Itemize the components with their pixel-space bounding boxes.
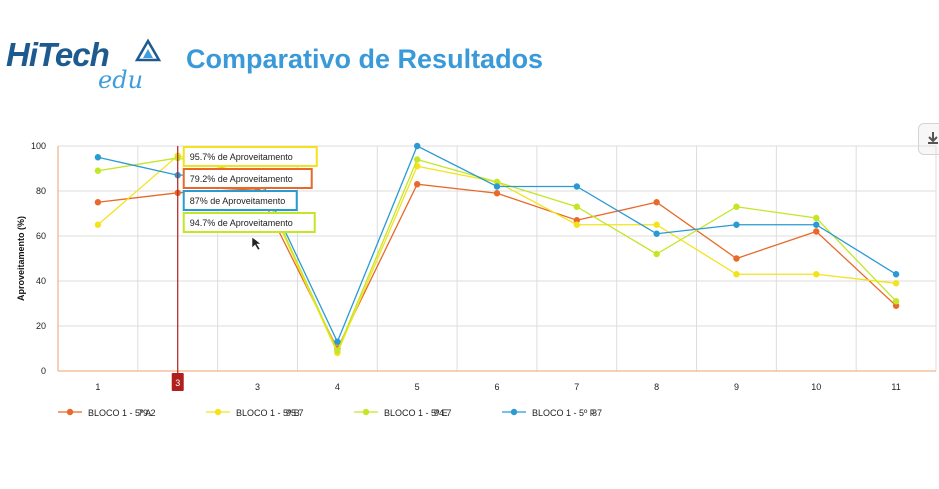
data-point xyxy=(94,199,102,206)
data-point xyxy=(733,255,740,262)
legend-symbol-icon xyxy=(354,408,378,416)
y-axis-label: Aproveitamento (%) xyxy=(16,216,26,301)
logo-subtext: edu xyxy=(98,66,144,94)
mouse-cursor-icon xyxy=(251,236,262,251)
data-point xyxy=(573,203,581,210)
legend-series-value: 87 xyxy=(592,408,603,418)
data-point xyxy=(94,167,102,174)
data-point xyxy=(493,183,501,190)
y-tick-label: 100 xyxy=(31,141,46,151)
data-point xyxy=(573,221,581,228)
data-point xyxy=(733,203,740,210)
data-point xyxy=(733,271,740,278)
data-point xyxy=(413,156,421,163)
data-point xyxy=(813,221,820,228)
legend-series-name: BLOCO 1 - 5º B xyxy=(236,408,300,418)
crosshair-marker xyxy=(171,373,184,391)
data-point xyxy=(94,154,102,161)
data-point xyxy=(813,214,820,222)
tooltip-text: 87% de Aproveitamento xyxy=(190,196,286,206)
x-tick-label: 1 xyxy=(95,382,100,392)
data-point xyxy=(334,338,341,345)
x-tick-label: 8 xyxy=(654,382,659,392)
tooltip-text: 94.7% de Aproveitamento xyxy=(190,218,293,228)
y-tick-label: 0 xyxy=(41,366,46,376)
x-tick-label: 4 xyxy=(335,382,340,392)
data-point xyxy=(892,298,900,305)
legend-series-name: BLOCO 1 - 5º E xyxy=(384,408,448,418)
tooltip-text: 79.2% de Aproveitamento xyxy=(190,174,293,184)
data-point xyxy=(813,228,820,235)
x-tick-label: 7 xyxy=(574,382,579,392)
logo-sail-icon xyxy=(134,38,162,62)
legend-symbol-icon xyxy=(206,408,230,416)
data-point xyxy=(892,280,900,287)
x-tick-label: 11 xyxy=(891,382,900,392)
data-point xyxy=(334,347,341,354)
y-tick-label: 80 xyxy=(36,186,46,196)
data-point xyxy=(653,230,660,237)
data-point xyxy=(413,181,421,188)
tooltip-text: 95.7% de Aproveitamento xyxy=(190,152,293,162)
data-point xyxy=(813,271,820,278)
tooltip-box xyxy=(182,146,318,167)
page-title: Comparativo de Resultados xyxy=(186,44,544,74)
data-point xyxy=(653,199,660,206)
y-tick-label: 60 xyxy=(36,231,46,241)
legend-series-name: BLOCO 1 - 5º A xyxy=(88,408,152,418)
hitech-logo: HiTech edu xyxy=(6,36,166,98)
legend-series-name: BLOCO 1 - 5º F xyxy=(532,408,596,418)
legend-series-value: 79.2 xyxy=(138,408,156,418)
legend-symbol-icon xyxy=(58,408,82,416)
legend-series-value: 94.7 xyxy=(434,408,452,418)
data-point xyxy=(573,217,581,224)
data-point xyxy=(573,183,581,190)
export-button[interactable] xyxy=(918,123,939,155)
data-point xyxy=(892,302,900,309)
x-tick-label: 10 xyxy=(811,382,821,392)
x-tick-label: 6 xyxy=(494,382,499,392)
legend-symbol-icon xyxy=(502,408,526,416)
data-point xyxy=(733,221,740,228)
data-point xyxy=(653,221,660,228)
data-point xyxy=(493,178,501,186)
logo-text: HiTech xyxy=(6,36,110,73)
x-tick-label: 9 xyxy=(734,382,739,392)
data-point xyxy=(493,190,501,197)
data-point xyxy=(892,271,900,278)
x-tick-label: 3 xyxy=(255,382,260,392)
tooltip-box xyxy=(182,168,313,189)
data-point xyxy=(653,250,660,258)
legend-series-value: 95.7 xyxy=(286,408,304,418)
tooltip-box xyxy=(182,212,316,233)
data-point xyxy=(413,142,421,150)
y-tick-label: 40 xyxy=(36,276,46,286)
crosshair-label: 3 xyxy=(175,378,180,388)
data-point xyxy=(94,221,102,228)
y-tick-label: 20 xyxy=(36,321,46,331)
download-icon xyxy=(928,132,938,144)
tooltip-box xyxy=(182,190,298,211)
x-tick-label: 5 xyxy=(415,382,420,392)
